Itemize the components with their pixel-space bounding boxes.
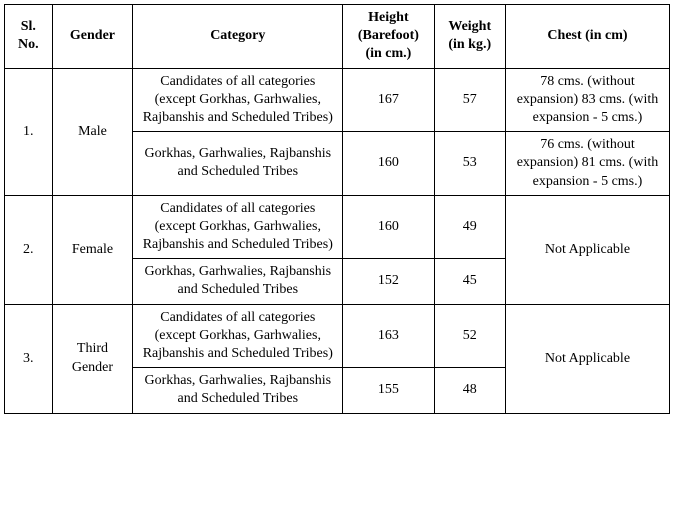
th-height: Height (Barefoot) (in cm.) [343,5,434,69]
physical-standards-table: Sl. No. Gender Category Height (Barefoot… [4,4,670,414]
cell-chest: Not Applicable [505,195,669,304]
cell-category: Candidates of all categories (except Gor… [133,68,343,132]
cell-height: 160 [343,195,434,259]
cell-chest: Not Applicable [505,304,669,413]
cell-gender: Third Gender [52,304,133,413]
th-sl: Sl. No. [5,5,53,69]
cell-weight: 49 [434,195,505,259]
cell-sl: 3. [5,304,53,413]
cell-height: 167 [343,68,434,132]
cell-weight: 48 [434,368,505,413]
cell-weight: 53 [434,132,505,196]
table-row: 2. Female Candidates of all categories (… [5,195,670,259]
cell-category: Gorkhas, Garhwalies, Rajbanshis and Sche… [133,368,343,413]
th-gender: Gender [52,5,133,69]
cell-chest: 78 cms. (without expansion) 83 cms. (wit… [505,68,669,132]
table-row: 3. Third Gender Candidates of all catego… [5,304,670,368]
table-header-row: Sl. No. Gender Category Height (Barefoot… [5,5,670,69]
cell-sl: 2. [5,195,53,304]
cell-weight: 57 [434,68,505,132]
cell-height: 152 [343,259,434,304]
cell-height: 163 [343,304,434,368]
cell-chest: 76 cms. (without expansion) 81 cms. (wit… [505,132,669,196]
cell-height: 155 [343,368,434,413]
th-weight: Weight (in kg.) [434,5,505,69]
cell-category: Gorkhas, Garhwalies, Rajbanshis and Sche… [133,259,343,304]
cell-height: 160 [343,132,434,196]
th-chest: Chest (in cm) [505,5,669,69]
cell-sl: 1. [5,68,53,195]
cell-category: Gorkhas, Garhwalies, Rajbanshis and Sche… [133,132,343,196]
cell-category: Candidates of all categories (except Gor… [133,195,343,259]
cell-weight: 45 [434,259,505,304]
cell-category: Candidates of all categories (except Gor… [133,304,343,368]
table-row: 1. Male Candidates of all categories (ex… [5,68,670,132]
cell-gender: Male [52,68,133,195]
cell-weight: 52 [434,304,505,368]
th-category: Category [133,5,343,69]
cell-gender: Female [52,195,133,304]
